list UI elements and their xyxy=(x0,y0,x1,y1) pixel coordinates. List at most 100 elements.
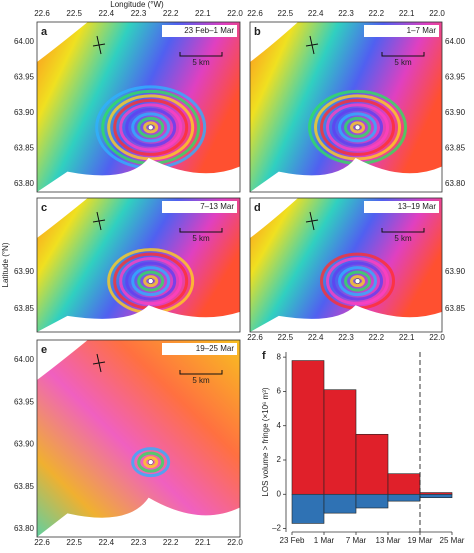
vent xyxy=(147,278,154,284)
panel-letter: e xyxy=(41,344,47,356)
fringe xyxy=(350,275,366,288)
date-box xyxy=(162,343,237,355)
scale-bar xyxy=(179,370,223,375)
fringe xyxy=(137,116,165,138)
lon-tick-label: 22.4 xyxy=(99,9,115,18)
axis-label: Longitude (°W) xyxy=(110,0,164,9)
scale-bar xyxy=(179,52,223,57)
sea xyxy=(37,497,240,537)
lon-tick-label: 22.3 xyxy=(131,9,147,18)
vent xyxy=(354,124,361,131)
panel-letter: f xyxy=(262,350,266,362)
date-label: 1–7 Mar xyxy=(407,26,437,35)
fringe xyxy=(119,103,183,152)
y-tick-label: 4 xyxy=(277,421,282,430)
fringe xyxy=(125,261,177,301)
fringe xyxy=(338,112,378,143)
y-tick-label: 0 xyxy=(277,489,282,498)
lon-tick-label: 22.2 xyxy=(163,538,179,547)
lon-tick-label: 22.1 xyxy=(195,538,211,547)
lon-tick-label: 22.3 xyxy=(131,538,147,547)
lon-tick-label: 22.3 xyxy=(338,333,354,342)
bar xyxy=(355,493,389,509)
scale-bar xyxy=(381,228,425,233)
sea xyxy=(250,198,298,238)
lat-tick-label: 63.90 xyxy=(14,440,35,449)
lon-tick-label: 22.4 xyxy=(99,538,115,547)
lat-tick-label: 63.90 xyxy=(14,267,35,276)
lon-tick-label: 22.3 xyxy=(338,9,354,18)
lat-tick-label: 63.90 xyxy=(445,267,466,276)
sea xyxy=(37,340,88,380)
x-tick-label: 1 Mar xyxy=(314,536,335,545)
lon-tick-label: 22.6 xyxy=(34,9,50,18)
fringe xyxy=(119,257,183,306)
scale-bar xyxy=(381,52,425,57)
lon-tick-label: 22.6 xyxy=(247,333,263,342)
lat-tick-label: 63.85 xyxy=(14,304,35,313)
north-arrow xyxy=(92,361,106,365)
sea xyxy=(250,305,442,332)
lat-tick-label: 64.00 xyxy=(445,37,466,46)
lat-tick-label: 63.85 xyxy=(445,144,466,153)
lon-tick-label: 22.2 xyxy=(163,9,179,18)
lon-tick-label: 22.2 xyxy=(369,9,385,18)
lon-tick-label: 22.0 xyxy=(429,333,445,342)
date-label: 13–19 Mar xyxy=(398,202,437,211)
x-tick-label: 7 Mar xyxy=(346,536,367,545)
fringe xyxy=(107,94,195,161)
bar xyxy=(387,493,421,502)
north-arrow xyxy=(305,219,319,223)
sea xyxy=(37,158,240,192)
panel-letter: d xyxy=(254,202,261,214)
interferogram xyxy=(37,340,240,537)
bar xyxy=(323,389,357,495)
vent xyxy=(354,278,361,284)
fringe xyxy=(131,266,171,297)
lat-tick-label: 63.95 xyxy=(14,397,35,406)
fringe xyxy=(125,107,177,147)
panel-letter: c xyxy=(41,202,47,214)
y-tick-label: –2 xyxy=(272,524,281,533)
y-tick-label: 2 xyxy=(277,455,282,464)
date-box xyxy=(364,25,439,37)
x-tick-label: 13 Mar xyxy=(376,536,401,545)
sea xyxy=(250,158,442,192)
date-box xyxy=(162,25,237,37)
north-arrow xyxy=(92,219,106,223)
fringe xyxy=(131,447,171,478)
bar xyxy=(387,473,421,495)
fringe xyxy=(338,266,378,297)
lat-tick-label: 64.00 xyxy=(14,355,35,364)
x-tick-label: 23 Feb xyxy=(280,536,305,545)
lat-tick-label: 63.85 xyxy=(14,482,35,491)
interferogram xyxy=(250,22,442,192)
fringe xyxy=(332,261,384,301)
fringe xyxy=(326,103,390,152)
fringe xyxy=(344,116,372,138)
lon-tick-label: 22.6 xyxy=(247,9,263,18)
date-label: 23 Feb–1 Mar xyxy=(184,26,234,35)
sea xyxy=(250,22,298,62)
fringe xyxy=(143,121,159,134)
fringe xyxy=(143,275,159,288)
lon-tick-label: 22.6 xyxy=(34,538,50,547)
lat-tick-label: 63.90 xyxy=(445,108,466,117)
fringe xyxy=(326,257,390,306)
lat-tick-label: 63.95 xyxy=(14,73,35,82)
fringe xyxy=(113,98,189,156)
date-box xyxy=(162,201,237,213)
fringe xyxy=(332,107,384,147)
y-tick-label: 6 xyxy=(277,387,282,396)
scale-label: 5 km xyxy=(192,376,210,385)
sea xyxy=(37,198,88,238)
lon-tick-label: 22.4 xyxy=(308,333,324,342)
axis-label: Latitude (°N) xyxy=(1,242,10,287)
fringe xyxy=(314,94,402,161)
interferogram xyxy=(37,22,240,192)
y-axis-label: LOS volume > fringe (×10⁶ m³) xyxy=(261,387,270,496)
x-tick-label: 25 Mar xyxy=(440,536,465,545)
panel-letter: b xyxy=(254,26,261,38)
vent xyxy=(147,124,154,131)
